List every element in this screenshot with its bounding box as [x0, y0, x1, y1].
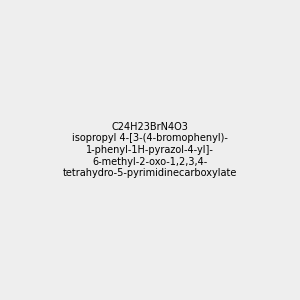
- Text: C24H23BrN4O3
isopropyl 4-[3-(4-bromophenyl)-
1-phenyl-1H-pyrazol-4-yl]-
6-methyl: C24H23BrN4O3 isopropyl 4-[3-(4-bromophen…: [63, 122, 237, 178]
